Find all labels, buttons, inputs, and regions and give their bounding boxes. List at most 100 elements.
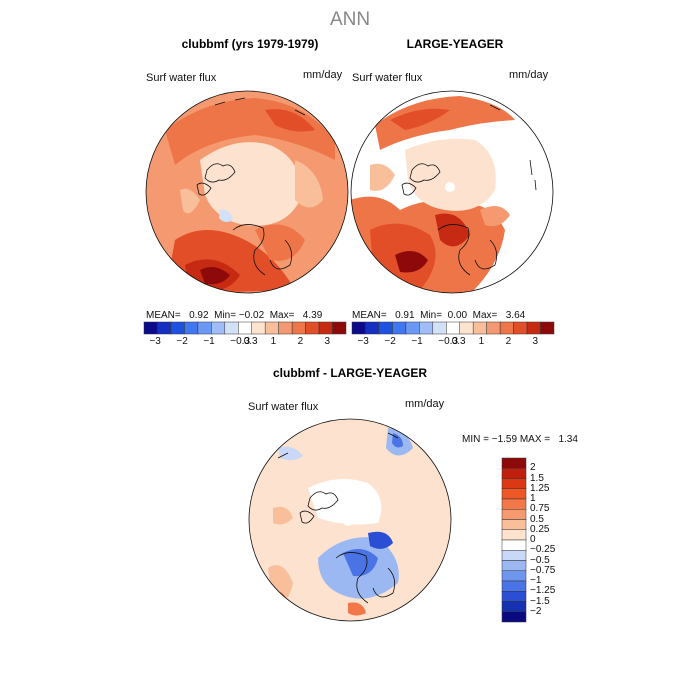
panel1-colorbar-tick: 1 — [270, 336, 277, 347]
panel3-colorbar-label: 0.5 — [530, 513, 544, 525]
panel3-colorbar-label: 1.5 — [530, 472, 544, 484]
panel2-colorbar-tick: 1 — [478, 336, 485, 347]
panel3-colorbar-swatch — [501, 457, 527, 469]
panel1-colorbar-tick: −0.3 — [230, 336, 251, 347]
panel3-polar-map — [248, 418, 452, 622]
panel2-colorbar-swatch — [351, 321, 366, 335]
panel1-colorbar-swatch — [251, 321, 266, 335]
panel3-colorbar-swatch — [501, 601, 527, 612]
panel3-colorbar-swatch — [501, 580, 527, 592]
panel1-colorbar-ticks: −3 −2 −1 −0.3 0.3 1 2 3 — [144, 336, 346, 350]
panel3-colorbar-swatch — [501, 529, 527, 541]
panel3-max: 1.34 — [558, 434, 578, 445]
panel1-colorbar-swatch — [318, 321, 333, 335]
panel2-colorbar — [351, 321, 555, 335]
panel1-field-label: Surf water flux — [146, 72, 217, 84]
panel2-colorbar-swatch — [432, 321, 447, 335]
panel2-colorbar-swatch — [446, 321, 460, 335]
panel1-colorbar-swatch — [238, 321, 252, 335]
panel1-colorbar-swatch — [332, 321, 347, 335]
panel1-mean-label: MEAN= — [146, 310, 181, 321]
panel2-colorbar-ticks: −3 −2 −1 −0.3 0.3 1 2 3 — [352, 336, 554, 350]
panel1-colorbar-tick: 3 — [324, 336, 331, 347]
panel3-colorbar-swatch — [501, 550, 527, 561]
panel2-stats: MEAN= 0.91 Min= 0.00 Max= 3.64 — [352, 310, 525, 321]
panel3-colorbar-label: −0.5 — [530, 554, 550, 566]
panel3-colorbar-labels: 2 1.5 1.25 1 0.75 0.5 0.25 0 −0.25 −0.5 −0.75 −1 −1.… — [530, 458, 580, 622]
panel2-colorbar-tick: −3 — [357, 336, 369, 347]
panel1-mean: 0.92 — [189, 310, 209, 321]
panel1-colorbar-swatch — [278, 321, 293, 335]
panel3-colorbar-label: 2 — [530, 462, 536, 474]
panel2-colorbar-swatch — [472, 321, 487, 335]
panel2-units: mm/day — [509, 69, 549, 81]
panel2-colorbar-swatch — [499, 321, 514, 335]
panel1-colorbar — [143, 321, 347, 335]
panel1-stats: MEAN= 0.92 Min= −0.02 Max= 4.39 — [146, 310, 322, 321]
panel1-colorbar-swatch — [224, 321, 239, 335]
panel2-mean: 0.91 — [395, 310, 415, 321]
panel2-max: 3.64 — [505, 310, 526, 321]
panel2-colorbar-tick: 3 — [532, 336, 539, 347]
panel2-min-label: Min= — [420, 310, 443, 321]
figure-title: ANN — [329, 9, 371, 30]
panel1-title: clubbmf (yrs 1979-1979) — [181, 37, 319, 51]
panel2-title: LARGE-YEAGER — [406, 37, 504, 51]
panel1-units: mm/day — [303, 69, 343, 81]
panel1-max: 4.39 — [302, 310, 323, 321]
panel1-colorbar-swatch — [170, 321, 185, 335]
panel2-colorbar-swatch — [405, 321, 420, 335]
panel1-colorbar-tick: 0.3 — [243, 336, 258, 347]
panel2-colorbar-tick: −2 — [384, 336, 396, 347]
panel3-colorbar-label: −1.5 — [530, 595, 550, 607]
panel2-colorbar-swatch — [378, 321, 393, 335]
panel1-colorbar-tick: −2 — [176, 336, 188, 347]
panel3-colorbar-label: 1 — [530, 493, 536, 504]
panel3-colorbar-swatch — [501, 570, 527, 582]
panel2-mean-label: MEAN= — [352, 310, 387, 321]
panel3-colorbar-swatch — [501, 468, 527, 479]
panel2-colorbar-swatch — [392, 321, 407, 335]
panel2-min: 0.00 — [447, 310, 468, 321]
panel1-colorbar-tick: 2 — [297, 336, 304, 347]
panel2-colorbar-swatch — [459, 321, 474, 335]
panel3-colorbar-swatch — [501, 560, 527, 571]
panel2-max-label: Max= — [472, 310, 498, 321]
panel3-colorbar-swatch — [501, 591, 527, 602]
panel1-colorbar-swatch — [157, 321, 172, 335]
panel2-colorbar-swatch — [540, 321, 555, 335]
panel1-colorbar-swatch — [264, 321, 279, 335]
panel1-colorbar-swatch — [197, 321, 212, 335]
panel2-colorbar-tick: −1 — [411, 336, 423, 347]
panel3-colorbar-label: −2 — [530, 605, 542, 617]
panel3-max-label: MAX = — [519, 434, 551, 445]
panel1-colorbar-swatch — [184, 321, 199, 335]
panel1-colorbar-tick: −3 — [149, 336, 161, 347]
panel3-colorbar-swatch — [501, 488, 527, 500]
panel3-colorbar-swatch — [501, 509, 527, 520]
panel1-colorbar-swatch — [143, 321, 158, 335]
panel3-colorbar-label: 0.25 — [530, 523, 550, 535]
panel2-colorbar-tick: −0.3 — [438, 336, 459, 347]
panel1-max-label: Max= — [269, 310, 295, 321]
panel3-colorbar-label: 0.75 — [530, 503, 550, 515]
panel3-colorbar-swatch — [501, 498, 527, 510]
panel1-polar-map — [145, 90, 349, 294]
panel3-colorbar-label: −1.25 — [530, 585, 556, 597]
panel2-colorbar-swatch — [419, 321, 434, 335]
panel3-title: clubbmf - LARGE-YEAGER — [272, 366, 427, 380]
panel1-colorbar-tick: −1 — [203, 336, 215, 347]
panel3-colorbar-label: −0.25 — [530, 544, 556, 556]
panel1-min-label: Min= — [214, 310, 237, 321]
panel2-field-label: Surf water flux — [352, 72, 423, 84]
panel2-colorbar-tick: 0.3 — [451, 336, 466, 347]
panel2-colorbar-swatch — [513, 321, 528, 335]
panel3-colorbar-swatch — [501, 611, 527, 623]
panel3-min-label: MIN = — [462, 434, 489, 445]
panel2-polar-map — [350, 90, 554, 294]
panel2-colorbar-swatch — [486, 321, 501, 335]
panel3-field-label: Surf water flux — [248, 401, 319, 413]
panel3-colorbar-label: 1.25 — [530, 482, 550, 494]
panel3-colorbar-swatch — [501, 478, 527, 489]
panel3-colorbar-swatch — [501, 539, 527, 551]
